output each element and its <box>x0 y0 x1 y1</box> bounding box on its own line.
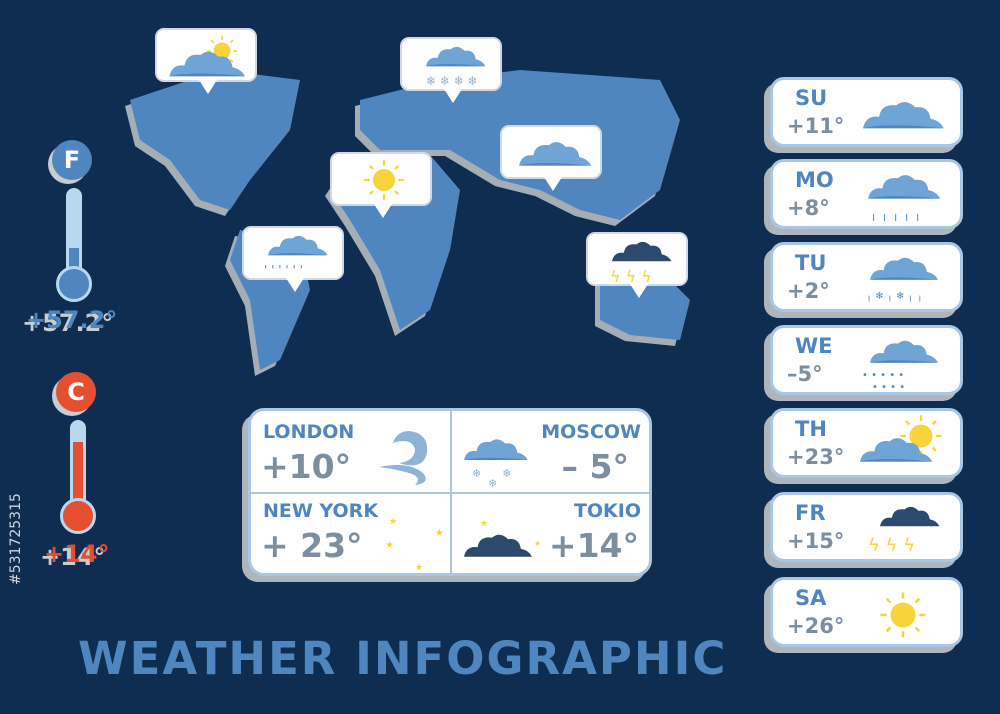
forecast-day-tu: TU +2° ╷ ❄ ╷ ❄ ╷ ╷ <box>770 242 963 312</box>
day-name: TH <box>795 417 827 441</box>
stock-id: #531725315 <box>8 493 24 585</box>
city-temp: +14° <box>548 526 639 565</box>
forecast-day-mo: MO +8° ╷ ╷ ╷ ╷ ╷ <box>770 159 963 229</box>
city-temp: – 5° <box>561 447 629 486</box>
day-temp: +8° <box>787 196 830 220</box>
city-temp: +10° <box>261 447 352 486</box>
forecast-day-sa: SA +26° <box>770 577 963 647</box>
rain-snow-cloud-icon: ╷ ❄ ╷ ❄ ╷ ╷ <box>866 257 938 302</box>
day-temp: +23° <box>787 445 845 469</box>
svg-text:• • • • •: • • • • • <box>862 370 904 381</box>
svg-text:╷ ❄ ╷ ❄ ╷ ╷: ╷ ❄ ╷ ❄ ╷ ╷ <box>866 291 923 302</box>
svg-text:★: ★ <box>534 539 541 548</box>
day-temp: +15° <box>787 529 845 553</box>
svg-text:★: ★ <box>389 517 397 527</box>
page-title: WEATHER INFOGRAPHIC <box>78 632 728 685</box>
map-bubble-australia: ϟ ϟ ϟ <box>586 232 688 298</box>
snow-cloud-icon: ❄ ❄ ❄ ❄ <box>426 46 486 88</box>
sun-icon <box>879 591 927 639</box>
north-america <box>130 70 300 210</box>
city-new-york: NEW YORK + 23° ★ ★ ★ ★ <box>251 492 450 573</box>
hail-cloud-icon: • • • • •• • • • <box>862 340 938 392</box>
day-temp: –5° <box>787 362 823 386</box>
map-bubble-russia: ❄ ❄ ❄ ❄ <box>400 37 502 103</box>
city-name: MOSCOW <box>541 421 641 443</box>
world-map <box>125 70 690 376</box>
fahrenheit-thermometer <box>56 188 92 308</box>
sun-icon <box>363 159 405 201</box>
day-name: SU <box>795 86 828 110</box>
svg-text:ϟ ϟ ϟ: ϟ ϟ ϟ <box>868 535 915 556</box>
forecast-day-we: WE –5° • • • • • • • • • <box>770 325 963 395</box>
night-cloud-icon: ★★ <box>464 519 541 557</box>
moon-stars-icon: ★ ★ ★ ★ <box>385 517 444 573</box>
cloud-icon <box>863 102 944 129</box>
svg-text:★: ★ <box>435 528 444 539</box>
svg-text:❄ ❄ ❄ ❄: ❄ ❄ ❄ ❄ <box>426 74 478 88</box>
svg-text:╷ ╷ ╷ ╷ ╷: ╷ ╷ ╷ ╷ ╷ <box>870 207 921 221</box>
day-temp: +11° <box>787 114 845 138</box>
forecast-day-fr: FR +15° ϟ ϟ ϟ <box>770 492 963 562</box>
thunder-cloud-icon: ϟ ϟ ϟ <box>868 506 940 556</box>
city-london: LONDON +10° <box>251 411 450 492</box>
day-name: FR <box>795 501 826 525</box>
city-name: LONDON <box>263 421 355 443</box>
day-name: SA <box>795 586 827 610</box>
fahrenheit-badge: F <box>52 140 92 180</box>
day-temp: +2° <box>787 279 830 303</box>
map-bubble-africa <box>330 152 432 218</box>
day-name: WE <box>795 334 833 358</box>
city-name: NEW YORK <box>263 500 379 522</box>
day-name: MO <box>795 168 834 192</box>
thunder-cloud-icon: ϟ ϟ ϟ <box>610 241 672 284</box>
map-bubble-asia <box>500 125 602 191</box>
rain-cloud-icon: ' ' ' ' ' ' <box>264 235 328 277</box>
day-temp: +26° <box>787 614 845 638</box>
forecast-day-th: TH +23° <box>770 408 963 478</box>
map-bubble-south-america: ' ' ' ' ' ' <box>242 226 344 292</box>
sun-cloud-icon <box>860 414 943 462</box>
sun-cloud-icon <box>169 34 245 77</box>
city-weather-panel: LONDON +10° MOSCOW – 5° ❄ ❄ ❄ NEW YORK + … <box>248 408 652 576</box>
svg-text:★: ★ <box>415 563 423 573</box>
svg-text:❄: ❄ <box>488 477 497 489</box>
forecast-day-su: SU +11° <box>770 77 963 147</box>
city-tokio: TOKIO +14° ★ ★ <box>450 492 649 573</box>
celsius-badge: C <box>56 372 96 412</box>
snow-cloud-icon: ❄ ❄❄ <box>464 439 528 489</box>
map-bubble-north-america <box>155 28 257 94</box>
celsius-value: +14° <box>44 540 110 568</box>
city-moscow: MOSCOW – 5° ❄ ❄ ❄ <box>450 411 649 492</box>
svg-text:❄ ❄: ❄ ❄ <box>472 467 511 480</box>
city-temp: + 23° <box>261 526 363 565</box>
fahrenheit-value: +57.2° <box>26 306 118 334</box>
celsius-thermometer <box>60 420 96 540</box>
city-name: TOKIO <box>573 500 641 522</box>
rain-cloud-icon: ╷ ╷ ╷ ╷ ╷ <box>868 175 941 221</box>
cloud-icon <box>519 142 592 166</box>
wind-icon <box>379 431 428 485</box>
day-name: TU <box>795 251 827 275</box>
svg-text:ϟ ϟ ϟ: ϟ ϟ ϟ <box>610 267 652 284</box>
svg-text:' ' ' ' ' ': ' ' ' ' ' ' <box>264 263 303 277</box>
svg-text:• • • •: • • • • <box>872 382 905 392</box>
svg-text:★: ★ <box>480 519 488 529</box>
australia <box>600 270 690 340</box>
svg-text:★: ★ <box>385 540 394 551</box>
